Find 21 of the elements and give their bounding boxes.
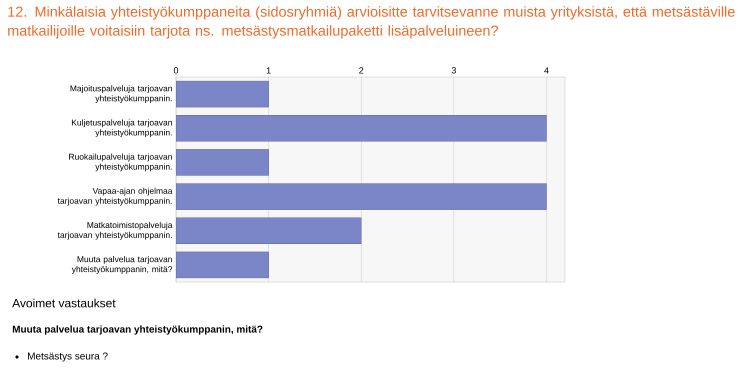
bar xyxy=(176,252,269,278)
bar xyxy=(176,218,362,244)
x-tick-label: 1 xyxy=(266,67,271,74)
text: Avoimet vastaukset xyxy=(12,298,116,308)
x-tick-label: 4 xyxy=(544,67,549,74)
x-tick-label: 3 xyxy=(452,67,456,74)
y-tick-label: Majoituspalveluja tarjoavan yhteistyökumppanin. xyxy=(70,85,172,104)
text: Muuta palvelua tarjoavan yhteistyökumppanin, mitä? xyxy=(12,325,262,335)
x-tick-label: 2 xyxy=(359,67,364,74)
bar xyxy=(176,149,269,176)
bar xyxy=(176,80,269,108)
x-tick-label: 0 xyxy=(174,67,178,74)
bar xyxy=(176,183,547,210)
y-tick-label: Vapaa-ajan ohjelmaa tarjoavan yhteistyökumppanin. xyxy=(58,188,172,206)
bar xyxy=(176,115,547,142)
text: Metsästys seura ? xyxy=(28,352,108,362)
chart-title: 12. Minkälaisia yhteistyökumppaneita (sidosryhmiä) arvioisitte tarvitsevanne muista yrityksistä, että metsästäville matkailijoille voitaisiin tarjota ns. metsästysmatkailupaketti lisäpalveluineen? xyxy=(8,6,735,39)
y-tick-label: Ruokailupalveluja tarjoavan yhteistyökumppanin. xyxy=(69,153,172,172)
y-tick-label: Kuljetuspalveluja tarjoavan yhteistyökumppanin. xyxy=(72,119,172,138)
y-tick-label: Muuta palvelua tarjoavan yhteistyökumppanin, mitä? xyxy=(72,256,172,274)
y-tick-label: Matkatoimistopalveluja tarjoavan yhteistyökumppanin. xyxy=(58,222,172,240)
